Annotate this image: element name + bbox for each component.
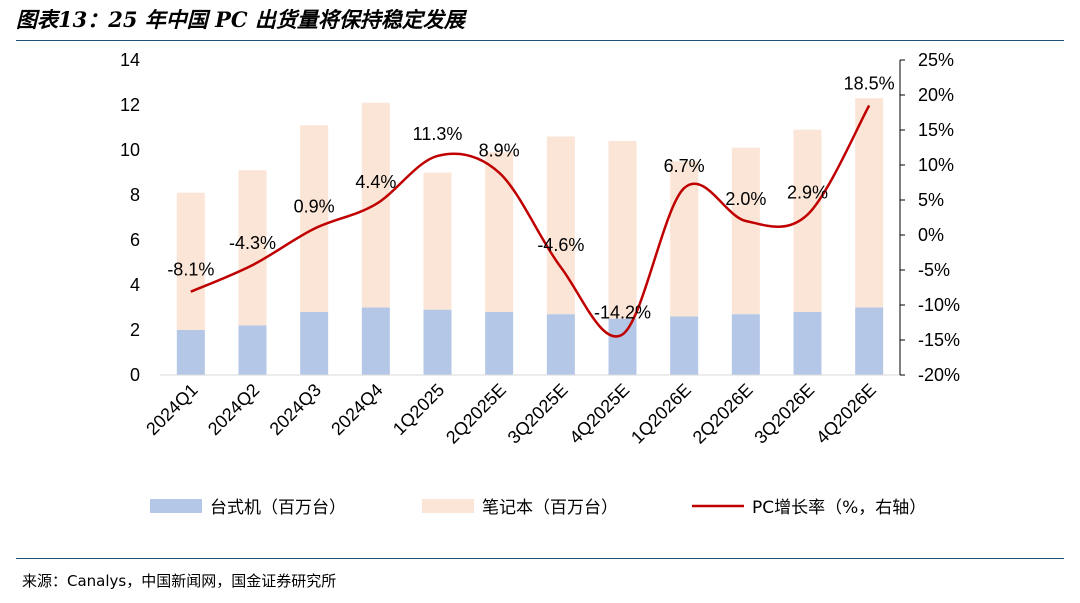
category-label: 3Q2025E [504, 380, 572, 448]
left-tick-label: 4 [130, 275, 140, 295]
right-tick-label: 20% [918, 85, 954, 105]
bar-desktop [546, 314, 575, 375]
bar-desktop [238, 325, 267, 375]
growth-data-label: 8.9% [479, 141, 520, 161]
category-label: 4Q2026E [812, 380, 880, 448]
right-tick-label: 15% [918, 120, 954, 140]
category-label: 2024Q2 [204, 380, 263, 439]
data-labels: -8.1% -4.3% 0.9% 4.4% 11.3% 8.9% -4.6% -14.2% 6.… [167, 74, 894, 323]
right-tick-label: 0% [918, 225, 944, 245]
source-rule [16, 558, 1064, 559]
category-label: 1Q2026E [627, 380, 695, 448]
growth-data-label: -4.6% [537, 235, 584, 255]
bar-notebook [731, 147, 760, 315]
growth-data-label: 0.9% [294, 197, 335, 217]
left-tick-label: 10 [120, 140, 140, 160]
legend-label-desktop: 台式机（百万台） [210, 498, 346, 518]
category-label: 4Q2025E [565, 380, 633, 448]
bar-notebook [608, 141, 637, 319]
legend-label-notebook: 笔记本（百万台） [482, 498, 618, 518]
right-tick-label: 25% [918, 50, 954, 70]
growth-data-label: 18.5% [844, 74, 895, 94]
bar-desktop [670, 316, 699, 375]
combo-chart: 0 2 4 6 8 10 12 14 -20% -15% -10% -5% 0% 5% 10% 15% 20%… [120, 50, 960, 518]
category-label: 2Q2025E [442, 380, 510, 448]
bar-notebook [546, 136, 575, 315]
left-tick-label: 0 [130, 365, 140, 385]
source-note: 来源：Canalys，中国新闻网，国金证券研究所 [22, 572, 337, 590]
category-label: 2Q2026E [689, 380, 757, 448]
left-axis-labels: 0 2 4 6 8 10 12 14 [120, 50, 140, 385]
right-tick-label: -5% [918, 260, 950, 280]
right-axis-labels: -20% -15% -10% -5% 0% 5% 10% 15% 20% 25% [918, 50, 960, 385]
bar-desktop [423, 309, 452, 375]
right-tick-label: 5% [918, 190, 944, 210]
bar-desktop [485, 312, 514, 375]
bar-notebook [176, 192, 205, 330]
left-tick-label: 8 [130, 185, 140, 205]
growth-data-label: 11.3% [413, 124, 463, 144]
growth-data-label: 2.0% [725, 189, 766, 209]
right-axis-ticks [900, 59, 905, 376]
category-labels: 2024Q1 2024Q2 2024Q3 2024Q4 1Q20252Q2025E3Q2… [142, 380, 880, 448]
category-label: 2024Q1 [142, 380, 201, 439]
legend-swatch-notebook [422, 499, 474, 513]
right-tick-label: -10% [918, 295, 960, 315]
bar-desktop [608, 318, 637, 375]
left-tick-label: 6 [130, 230, 140, 250]
bar-desktop [361, 307, 390, 375]
title-rule [16, 40, 1064, 41]
bar-desktop [300, 312, 329, 375]
bar-desktop [793, 312, 822, 375]
growth-data-label: -4.3% [229, 233, 276, 253]
left-tick-label: 12 [120, 95, 140, 115]
legend-label-growth: PC增长率（%，右轴） [752, 498, 926, 518]
category-label: 2024Q4 [327, 380, 386, 439]
growth-data-label: 6.7% [664, 156, 705, 176]
growth-data-label: -8.1% [167, 260, 214, 280]
bar-desktop [731, 314, 760, 375]
bars-group [176, 98, 884, 375]
bar-desktop [855, 307, 884, 375]
left-tick-label: 2 [130, 320, 140, 340]
growth-rate-line [190, 104, 871, 338]
legend: 台式机（百万台） 笔记本（百万台） PC增长率（%，右轴） [150, 498, 926, 518]
growth-data-label: 4.4% [355, 172, 396, 192]
bar-notebook [855, 98, 884, 308]
right-tick-label: 10% [918, 155, 954, 175]
growth-data-label: -14.2% [594, 302, 651, 322]
bar-notebook [423, 172, 452, 310]
growth-data-label: 2.9% [787, 183, 828, 203]
chart-title: 图表13：25 年中国 PC 出货量将保持稳定发展 [16, 7, 465, 32]
bar-notebook [238, 170, 267, 326]
category-label: 1Q2025 [389, 380, 448, 439]
left-tick-label: 14 [120, 50, 140, 70]
right-tick-label: -20% [918, 365, 960, 385]
bar-notebook [485, 152, 514, 312]
category-label: 2024Q3 [266, 380, 325, 439]
legend-swatch-desktop [150, 499, 202, 513]
bar-notebook [300, 125, 329, 312]
right-tick-label: -15% [918, 330, 960, 350]
category-label: 3Q2026E [750, 380, 818, 448]
bar-desktop [176, 330, 205, 375]
